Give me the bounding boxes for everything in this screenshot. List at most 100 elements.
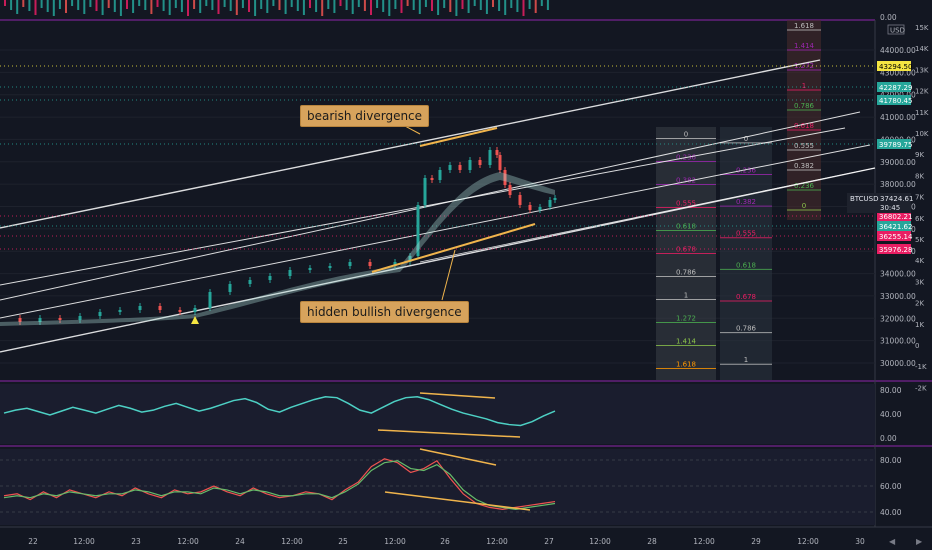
- fib-level-label: 1.414: [794, 42, 815, 50]
- oscillator-2-panel: 80.00 60.00 40.00: [0, 448, 902, 525]
- volume-bar: [132, 0, 135, 13]
- price-axis-label: 41000.00: [880, 113, 916, 122]
- volume-bar: [95, 0, 98, 11]
- volume-bar: [467, 0, 470, 13]
- volume-bar: [150, 0, 153, 14]
- buy-signal-triangle: [191, 316, 199, 324]
- candle-body: [408, 256, 412, 262]
- time-axis-label: 24: [235, 537, 245, 546]
- time-axis: 22 12:00 23 12:00 24 12:00 25 12:00 26 12:00 27 12:…: [28, 537, 923, 546]
- fib-level-label: 1.272: [676, 315, 696, 323]
- bearish-pointer: [404, 125, 421, 135]
- volume-bar: [144, 0, 147, 10]
- candle-body: [438, 170, 442, 180]
- volume-bar: [370, 0, 372, 15]
- volume-bar: [498, 0, 501, 11]
- fib-level-label: 0.786: [794, 102, 815, 110]
- volume-bar: [284, 0, 287, 14]
- volume-bar: [351, 0, 354, 14]
- candle-body: [548, 200, 552, 207]
- osc2-line: [3, 458, 556, 510]
- volume-strip: [4, 0, 549, 16]
- volume-bar: [327, 0, 330, 9]
- currency-box: [887, 24, 905, 35]
- volume-bar: [52, 0, 55, 16]
- fib-level-label: 0.382: [794, 162, 814, 170]
- price-badge-label: 35976.28: [879, 246, 912, 254]
- volume-bar: [193, 0, 196, 9]
- time-axis-nav-icon: ◀: [889, 537, 896, 546]
- volume-axis-label: 2K: [915, 300, 924, 308]
- osc1-bullish-divergence: [377, 429, 521, 438]
- volume-bar: [504, 0, 507, 15]
- time-axis-label: 12:00: [486, 537, 508, 546]
- fib-level-label: 0.618: [736, 261, 756, 269]
- channel-line: [0, 111, 861, 301]
- candle-body: [208, 292, 212, 308]
- volume-bar: [65, 0, 67, 13]
- bullish-pointer: [441, 249, 456, 301]
- fib-level-label: 0.786: [736, 325, 757, 333]
- candle-body: [288, 270, 292, 276]
- volume-bar: [260, 0, 263, 9]
- candle-body: [468, 160, 472, 170]
- fib-level-label: 0.555: [736, 230, 756, 238]
- price-badge-label: 39789.75: [879, 141, 912, 149]
- time-axis-label: 12:00: [384, 537, 406, 546]
- volume-bar: [424, 0, 427, 7]
- candle-body: [430, 178, 434, 180]
- volume-bar: [4, 0, 6, 6]
- candle-body: [528, 205, 532, 210]
- volume-bar: [156, 0, 159, 7]
- volume-bar: [278, 0, 281, 10]
- fib-level-label: 0.618: [676, 223, 696, 231]
- volume-axis-label: 0: [915, 342, 919, 350]
- price-badge: [877, 139, 911, 149]
- price-badge: [877, 231, 911, 241]
- candle-body: [158, 306, 162, 310]
- volume-bar: [492, 0, 494, 7]
- volume-bar: [89, 0, 92, 7]
- volume-bar: [272, 0, 275, 6]
- volume-bar: [418, 0, 421, 14]
- volume-bar: [180, 0, 183, 12]
- fib-level-label: 0: [684, 131, 688, 139]
- candle-body: [98, 312, 102, 316]
- time-axis-label: 25: [338, 537, 348, 546]
- volume-bar: [211, 0, 214, 10]
- volume-bar: [534, 0, 537, 13]
- volume-bar: [522, 0, 525, 16]
- volume-bar: [16, 0, 19, 14]
- time-axis-label: 12:00: [73, 537, 95, 546]
- time-axis-label: 22: [28, 537, 38, 546]
- volume-axis-label: 9K: [915, 151, 924, 159]
- candle-body: [368, 262, 372, 266]
- price-axis-label: 38000.00: [880, 180, 916, 189]
- channel-line: [419, 167, 876, 263]
- volume-axis-label: 14K: [915, 45, 929, 53]
- candle-body: [488, 150, 492, 165]
- fib-level-label: 0.678: [736, 293, 756, 301]
- candle-body: [138, 306, 142, 310]
- fib-zone: [787, 20, 821, 220]
- candle-body: [518, 195, 522, 205]
- price-candles[interactable]: [0, 125, 557, 326]
- osc1-axis-label: 0.00: [880, 434, 897, 443]
- volume-bar: [309, 0, 311, 8]
- price-badge-label: 36255.14: [879, 233, 913, 241]
- volume-bar: [302, 0, 305, 15]
- price-badge: [877, 82, 911, 92]
- time-axis-label: 30: [855, 537, 865, 546]
- price-badge-label: 41780.45: [879, 97, 912, 105]
- price-badge-label: 43294.50: [879, 63, 912, 71]
- candle-body: [268, 276, 272, 280]
- bearish-divergence-label: bearish divergence: [300, 105, 430, 127]
- volume-bar: [357, 0, 360, 7]
- volume-axis-label: 12K: [915, 88, 929, 96]
- volume-bar: [479, 0, 482, 10]
- price-axis: 44000.0043000.0042000.0041000.0040000.00…: [847, 13, 929, 392]
- fib-level-label: 0.786: [676, 269, 697, 277]
- candle-body: [18, 318, 22, 322]
- price-axis-label: 33000.00: [880, 292, 916, 301]
- price-badge-label: 36421.62: [879, 223, 912, 231]
